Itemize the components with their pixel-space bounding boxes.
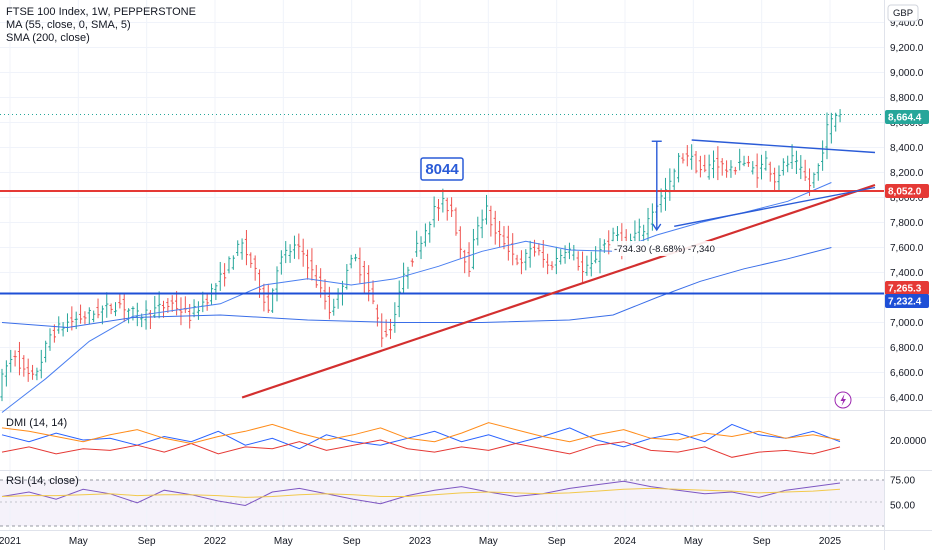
dmi-tick-label: 20.0000 xyxy=(890,436,927,447)
price-tick-label: 8,200.0 xyxy=(890,168,924,179)
ma55-line xyxy=(1,182,832,413)
price-badge-label: 8,664.4 xyxy=(888,113,922,124)
price-tick-label: 7,000.0 xyxy=(890,318,924,329)
price-tick-label: 8,000.0 xyxy=(890,193,924,204)
currency-label: GBP xyxy=(893,8,913,19)
ma-legend[interactable]: MA (55, close, 0, SMA, 5) xyxy=(6,19,131,31)
lightning-glyph xyxy=(840,394,846,406)
time-tick-label: 2025 xyxy=(819,536,842,547)
currency-button[interactable] xyxy=(887,4,919,22)
time-tick-label: May xyxy=(684,536,703,547)
price-tick-label: 8,400.0 xyxy=(890,143,924,154)
rsi-tick-label: 75.00 xyxy=(890,476,915,487)
price-tick-label: 6,800.0 xyxy=(890,343,924,354)
rsi-layer xyxy=(1,480,841,507)
time-tick-label: Sep xyxy=(138,536,156,547)
price-badges: 8,664.4 8,052.0 7,265.3 7,232.4 xyxy=(885,110,929,308)
measure-label: -734.30 (-8.68%) -7,340 xyxy=(614,244,715,255)
time-tick-label: May xyxy=(479,536,498,547)
price-badge-bg xyxy=(885,110,929,124)
grid-lines xyxy=(0,0,884,530)
price-tick-label: 7,600.0 xyxy=(890,243,924,254)
sma200-line xyxy=(1,247,832,329)
dmi-label[interactable]: DMI (14, 14) xyxy=(6,417,67,429)
dmi-layer xyxy=(1,422,841,458)
time-tick-label: 2023 xyxy=(409,536,432,547)
time-axis-ticks: 2021 May Sep 2022 May Sep 2023 May Sep 2024 May Sep… xyxy=(0,536,842,547)
price-axis-ticks: 9,400.09,200.09,000.08,800.08,600.08,400… xyxy=(890,18,927,512)
time-tick-label: 2024 xyxy=(614,536,637,547)
time-tick-label: May xyxy=(69,536,88,547)
overlays-layer xyxy=(0,139,884,413)
rsi-band xyxy=(0,480,884,526)
price-tick-label: 6,400.0 xyxy=(890,393,924,404)
price-badge-label: 7,265.3 xyxy=(888,284,922,295)
time-tick-label: Sep xyxy=(753,536,771,547)
price-tick-label: 9,200.0 xyxy=(890,43,924,54)
indicator-line-0 xyxy=(1,480,841,507)
time-tick-label: Sep xyxy=(548,536,566,547)
price-tick-label: 7,400.0 xyxy=(890,268,924,279)
level-label-box[interactable] xyxy=(420,157,464,181)
channel-lower-line xyxy=(674,186,876,227)
rsi-label[interactable]: RSI (14, close) xyxy=(6,475,79,487)
time-tick-label: May xyxy=(274,536,293,547)
price-tick-label: 8,800.0 xyxy=(890,93,924,104)
price-badge-label: 7,232.4 xyxy=(888,297,922,308)
channel-upper-line xyxy=(691,139,876,154)
time-tick-label: Sep xyxy=(343,536,361,547)
indicator-line-1 xyxy=(1,487,841,498)
indicator-line-1 xyxy=(1,439,841,458)
price-badge-label: 8,052.0 xyxy=(888,187,922,198)
rsi-tick-label: 50.00 xyxy=(890,501,915,512)
sma-legend[interactable]: SMA (200, close) xyxy=(6,32,90,44)
symbol-title[interactable]: FTSE 100 Index, 1W, PEPPERSTONE xyxy=(6,6,196,18)
price-badge-bg xyxy=(885,294,929,308)
trendline-red xyxy=(241,183,876,399)
price-tick-label: 6,600.0 xyxy=(890,368,924,379)
measure-label-bg xyxy=(612,241,716,256)
level-label-text: 8044 xyxy=(425,161,459,178)
price-tick-label: 9,400.0 xyxy=(890,18,924,29)
price-badge-bg xyxy=(885,184,929,198)
measure-bar-arrow xyxy=(652,223,662,232)
time-tick-label: 2021 xyxy=(0,536,22,547)
indicator-line-0 xyxy=(1,423,841,450)
price-badge-bg xyxy=(885,281,929,295)
price-tick-label: 7,800.0 xyxy=(890,218,924,229)
price-tick-label: 9,000.0 xyxy=(890,68,924,79)
indicator-line-2 xyxy=(1,422,841,445)
time-tick-label: 2022 xyxy=(204,536,227,547)
